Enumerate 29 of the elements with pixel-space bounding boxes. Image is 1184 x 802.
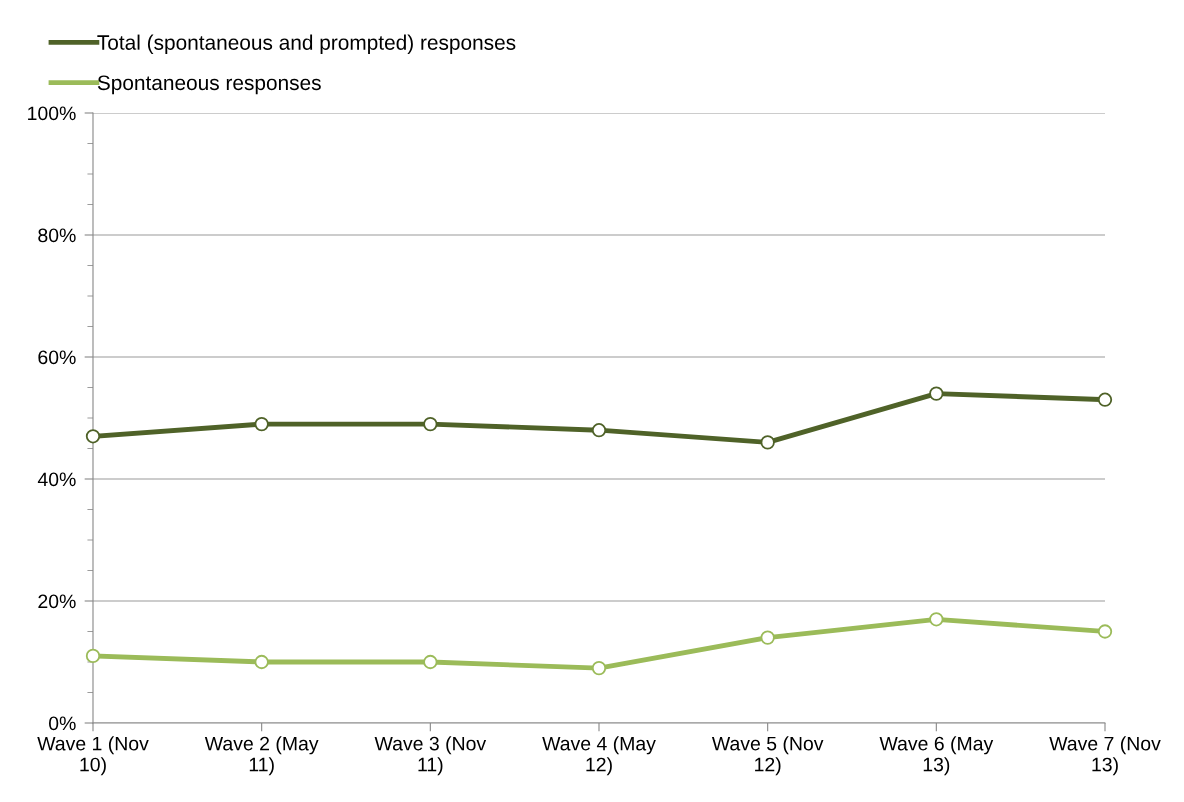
x-tick-label: Wave 6 (May 13) xyxy=(879,736,994,776)
point xyxy=(254,654,269,670)
point xyxy=(1097,392,1113,407)
point xyxy=(423,416,438,432)
x-tick-label: Wave 2 (May 11) xyxy=(204,736,319,776)
y-tick-label: 80% xyxy=(38,228,76,243)
point xyxy=(760,630,775,645)
x-tick-label: Wave 3 (Nov 11) xyxy=(374,736,487,776)
x-tick-label: Wave 5 (Nov 12) xyxy=(711,736,824,776)
point xyxy=(760,435,775,450)
point xyxy=(1097,624,1113,639)
y-tick-label: 0% xyxy=(48,716,76,731)
legend-label: Total (spontaneous and prompted) responses xyxy=(97,34,516,54)
legend-label: Spontaneous responses xyxy=(97,75,321,95)
y-tick-label: 60% xyxy=(38,350,76,365)
x-tick-label: Wave 7 (Nov 13) xyxy=(1049,736,1161,776)
point xyxy=(85,429,101,444)
point xyxy=(254,416,269,432)
point xyxy=(929,612,944,627)
point xyxy=(591,423,607,438)
y-tick-label: 40% xyxy=(37,472,76,487)
y-tick-label: 20% xyxy=(38,594,76,609)
point xyxy=(85,648,101,664)
point xyxy=(423,654,438,670)
y-tick-label: 100% xyxy=(28,106,76,121)
x-tick-label: Wave 1 (Nov 10) xyxy=(37,736,149,776)
x-tick-label: Wave 4 (May 12) xyxy=(542,736,656,776)
point xyxy=(929,386,944,401)
point xyxy=(591,660,607,676)
